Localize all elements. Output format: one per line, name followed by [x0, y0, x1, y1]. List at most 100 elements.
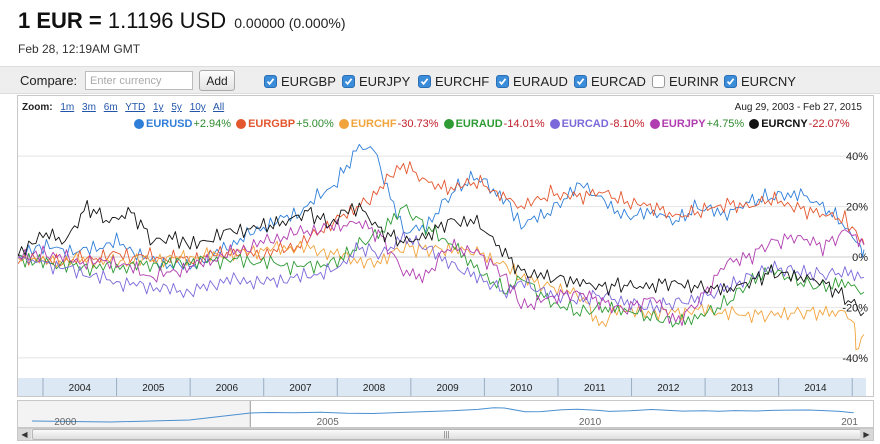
legend-item-eurcad[interactable]: EURCAD -8.10%	[549, 118, 645, 130]
add-currency-button[interactable]: Add	[199, 70, 235, 91]
compare-checkbox-eurchf[interactable]: EURCHF	[418, 72, 489, 90]
compare-checkbox-label: EURCNY	[741, 73, 796, 89]
compare-currency-input[interactable]	[85, 71, 193, 90]
x-tick-label: 2009	[436, 383, 459, 394]
y-tick-label: -20%	[842, 302, 868, 314]
navigator-year-label: 201	[841, 417, 858, 428]
zoom-1m[interactable]: 1m	[60, 102, 75, 113]
zoom-all[interactable]: All	[213, 102, 225, 113]
legend-dot-icon	[549, 119, 560, 129]
zoom-1y[interactable]: 1y	[153, 102, 164, 113]
x-axis-band	[18, 378, 866, 396]
x-tick-label: 2004	[69, 383, 92, 394]
legend-dot-icon	[443, 119, 454, 129]
checkbox-checked-icon[interactable]	[574, 74, 587, 88]
range-navigator[interactable]: 2000 2005 2010 201	[17, 400, 874, 428]
legend-item-eurcny[interactable]: EURCNY -22.07%	[749, 118, 850, 130]
date-range: Aug 29, 2003 - Feb 27, 2015	[734, 102, 862, 113]
legend-series-change: -30.73%	[397, 118, 439, 130]
compare-checkbox-label: EURGBP	[281, 73, 336, 89]
compare-bar: Compare: Add EURGBP EURJPY EURCHF EURAUD EUR…	[0, 66, 880, 94]
compare-checkbox-label: EURCHF	[435, 73, 490, 89]
legend-series-change: -14.01%	[503, 118, 545, 130]
legend-item-eurusd[interactable]: EURUSD +2.94%	[134, 118, 231, 130]
x-tick-label: 2011	[584, 383, 606, 394]
zoom-10y[interactable]: 10y	[189, 102, 206, 113]
series-line-eurcny[interactable]	[18, 199, 865, 317]
compare-checkbox-euraud[interactable]: EURAUD	[496, 72, 568, 90]
y-tick-label: 0%	[852, 252, 868, 264]
navigator-year-label: 2010	[579, 417, 602, 428]
legend-item-eurgbp[interactable]: EURGBP +5.00%	[236, 118, 334, 130]
legend-dot-icon	[134, 119, 144, 129]
quote-timestamp: Feb 28, 12:19AM GMT	[18, 42, 141, 56]
checkbox-checked-icon[interactable]	[496, 74, 509, 88]
rate-change: 0.00000 (0.000%)	[234, 15, 346, 31]
quote-header: 1 EUR = 1.1196 USD 0.00000 (0.000%)	[18, 8, 346, 34]
zoom-5y[interactable]: 5y	[171, 102, 182, 113]
legend-series-change: +4.75%	[706, 118, 745, 130]
legend-series-change: +5.00%	[296, 118, 334, 130]
compare-checkbox-eurcad[interactable]: EURCAD	[574, 72, 646, 90]
series-line-eurcad[interactable]	[18, 230, 865, 314]
x-tick-label: 2007	[289, 383, 312, 394]
legend-item-eurchf[interactable]: EURCHF -30.73%	[338, 118, 439, 130]
y-tick-label: -40%	[842, 353, 868, 365]
x-tick-label: 2012	[657, 383, 680, 394]
legend-series-change: -8.10%	[609, 118, 645, 130]
x-tick-label: 2014	[804, 383, 827, 394]
legend-series-name: EURUSD	[146, 118, 193, 130]
navigator-line	[31, 407, 854, 423]
chart-legend: EURUSD +2.94% EURGBP +5.00% EURCHF -30.73% EUR…	[134, 118, 855, 130]
y-tick-label: 40%	[846, 151, 868, 163]
x-tick-label: 2008	[363, 383, 386, 394]
compare-checkbox-label: EURCAD	[591, 73, 646, 89]
legend-series-name: EURCAD	[561, 118, 609, 130]
rate-line: 1 EUR = 1.1196 USD	[18, 8, 232, 33]
x-tick-label: 2006	[216, 383, 239, 394]
legend-item-eurjpy[interactable]: EURJPY +4.75%	[649, 118, 745, 130]
zoom-ytd[interactable]: YTD	[125, 102, 146, 113]
navigator-year-label: 2000	[54, 417, 77, 428]
legend-dot-icon	[338, 119, 349, 129]
legend-series-name: EURAUD	[455, 118, 503, 130]
compare-checkbox-eurjpy[interactable]: EURJPY	[342, 72, 410, 90]
navigator-unselected-range	[18, 401, 251, 427]
legend-dot-icon	[649, 119, 660, 129]
checkbox-empty-icon[interactable]	[652, 74, 665, 88]
checkbox-checked-icon[interactable]	[724, 74, 737, 88]
x-tick-label: 2010	[510, 383, 533, 394]
x-tick-label: 2005	[142, 383, 165, 394]
x-tick-label: 2013	[731, 383, 754, 394]
navigator-scrollbar[interactable]: ◀ ||| ▶	[17, 428, 874, 441]
checkbox-checked-icon[interactable]	[418, 74, 431, 88]
chart-frame	[17, 95, 874, 397]
compare-label: Compare:	[20, 73, 78, 88]
scroll-left-icon[interactable]: ◀	[18, 429, 31, 440]
compare-checkbox-label: EURINR	[669, 73, 719, 89]
legend-item-euraud[interactable]: EURAUD -14.01%	[443, 118, 545, 130]
checkbox-checked-icon[interactable]	[264, 74, 277, 88]
legend-series-name: EURGBP	[248, 118, 296, 130]
scroll-thumb[interactable]: |||	[32, 429, 861, 440]
series-line-eurgbp[interactable]	[18, 161, 865, 267]
compare-checkbox-eurgbp[interactable]: EURGBP	[264, 72, 336, 90]
rate-value: 1.1196 USD	[107, 8, 227, 33]
legend-dot-icon	[236, 119, 247, 129]
checkbox-checked-icon[interactable]	[342, 74, 355, 88]
series-line-euraud[interactable]	[18, 204, 865, 328]
zoom-label: Zoom:	[22, 102, 53, 113]
rate-base: 1 EUR =	[18, 8, 102, 33]
compare-checkbox-eurcny[interactable]: EURCNY	[724, 72, 796, 90]
compare-checkbox-eurinr[interactable]: EURINR	[652, 72, 719, 90]
scroll-right-icon[interactable]: ▶	[860, 429, 873, 440]
legend-series-change: -22.07%	[808, 118, 850, 130]
navigator-year-label: 2005	[317, 417, 340, 428]
zoom-3m[interactable]: 3m	[82, 102, 96, 113]
compare-checkbox-label: EURAUD	[513, 73, 568, 89]
y-tick-label: 20%	[846, 202, 868, 214]
series-line-eurusd[interactable]	[18, 143, 865, 270]
legend-dot-icon	[749, 119, 760, 129]
series-line-eurjpy[interactable]	[18, 219, 865, 326]
zoom-6m[interactable]: 6m	[103, 102, 118, 113]
